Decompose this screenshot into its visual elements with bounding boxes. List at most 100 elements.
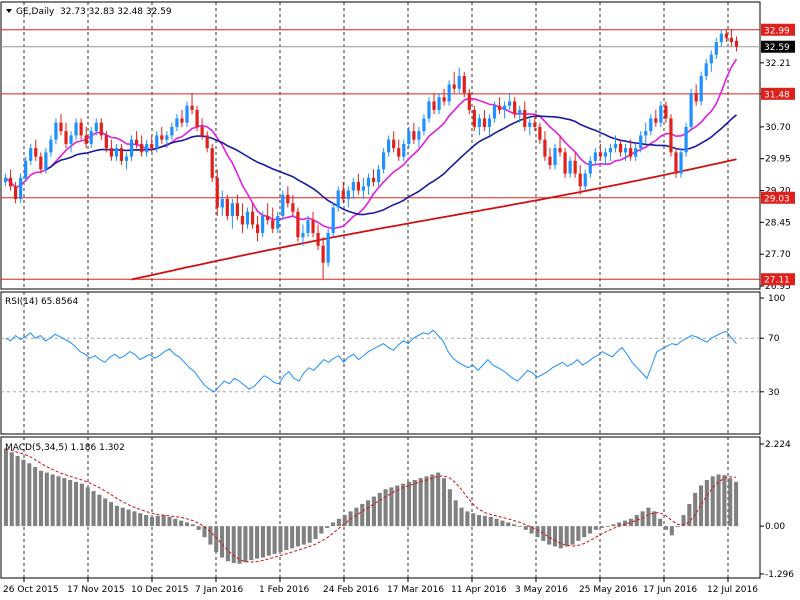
candle-body (3, 177, 8, 183)
macd-bar (552, 526, 558, 547)
candle-body (34, 148, 38, 157)
candle-body (518, 109, 522, 115)
macd-bar (342, 515, 347, 527)
candle-body (261, 216, 265, 233)
macd-bar (173, 518, 178, 527)
macd-bar (646, 507, 651, 527)
candle-body (134, 139, 139, 144)
candle-body (502, 105, 507, 110)
macd-bar (56, 476, 61, 527)
macd-bar (500, 520, 505, 527)
candle (220, 190, 224, 216)
candle (59, 114, 63, 136)
candle (361, 177, 366, 200)
candle-body (689, 92, 693, 127)
candle-body (593, 152, 597, 161)
time-tick-label: 26 Oct 2015 (3, 585, 59, 595)
candle-body (538, 126, 542, 140)
macd-bar (231, 526, 236, 564)
macd-bar (576, 526, 581, 541)
macd-bar (465, 511, 470, 527)
candle-body (245, 211, 250, 225)
macd-bar (623, 520, 628, 527)
macd-title: MACD(5,34,5) 1.186 1.302 (5, 443, 125, 453)
time-tick-label: 1 Feb 2016 (259, 585, 310, 595)
candle-body (59, 122, 63, 132)
candle (24, 156, 28, 183)
time-tick-label: 12 Jul 2016 (707, 585, 758, 595)
macd-indicator: 2.224 0.00 -1.296 (3, 440, 794, 580)
macd-bar (529, 526, 534, 534)
candle-body (190, 105, 194, 110)
macd-bar (371, 496, 376, 527)
candle (392, 131, 396, 153)
macd-bar (710, 476, 715, 527)
candle (508, 92, 512, 110)
macd-bar (459, 507, 464, 527)
candle (533, 114, 537, 132)
candle-body (492, 105, 497, 119)
candle (669, 114, 673, 157)
candle-body (286, 194, 290, 204)
candle (104, 131, 108, 153)
price-tick-label: 28.45 (765, 218, 791, 228)
macd-bar (453, 500, 458, 527)
candle (341, 182, 345, 204)
candle (69, 131, 73, 153)
dropdown-triangle-icon[interactable] (6, 9, 12, 13)
macd-bar (366, 500, 371, 527)
macd-bar (512, 524, 517, 527)
macd-bar (564, 526, 569, 547)
macd-bar (605, 526, 610, 527)
candle (437, 92, 441, 115)
price-tag: 32.59 (761, 40, 795, 53)
candle (210, 143, 214, 183)
candle (366, 173, 371, 195)
macd-bar (120, 507, 125, 527)
symbol-label: GE,Daily (16, 7, 55, 17)
macd-bar (202, 526, 207, 538)
macd-bar (383, 489, 388, 527)
candle-body (276, 216, 280, 229)
rsi-tick-label: 100 (768, 294, 785, 304)
macd-bar (79, 483, 84, 527)
candle-body (613, 143, 618, 149)
candle-body (321, 245, 325, 263)
macd-bar (237, 526, 242, 564)
candle (114, 143, 119, 161)
macd-bar (354, 507, 359, 527)
candle-body (704, 63, 708, 76)
candle (255, 216, 260, 242)
macd-bar (132, 511, 137, 527)
price-tick-label: 27.70 (765, 250, 791, 260)
candle-body (452, 84, 456, 89)
macd-bar (570, 526, 575, 545)
macd-panel[interactable] (0, 436, 761, 579)
candle-body (79, 122, 83, 136)
candle-body (422, 118, 426, 132)
rsi-panel[interactable] (0, 291, 761, 435)
candle (165, 131, 169, 149)
price-panel[interactable] (0, 1, 761, 290)
candle (19, 173, 23, 204)
macd-bar (593, 526, 598, 530)
candle (623, 143, 628, 161)
macd-bar (395, 485, 400, 527)
candle (457, 67, 461, 93)
candle (175, 114, 179, 132)
candle (578, 165, 582, 195)
candle-body (734, 40, 739, 47)
macd-bar (208, 526, 213, 545)
macd-bar (599, 526, 604, 528)
macd-bar (325, 526, 330, 528)
candle-body (104, 135, 108, 149)
rsi-line (5, 329, 737, 393)
macd-bar (161, 515, 166, 527)
price-tag: 29.03 (761, 191, 795, 204)
candle-body (129, 139, 134, 157)
macd-bar (3, 448, 8, 527)
candle (513, 97, 517, 119)
candle (129, 135, 134, 161)
candle (124, 152, 129, 170)
